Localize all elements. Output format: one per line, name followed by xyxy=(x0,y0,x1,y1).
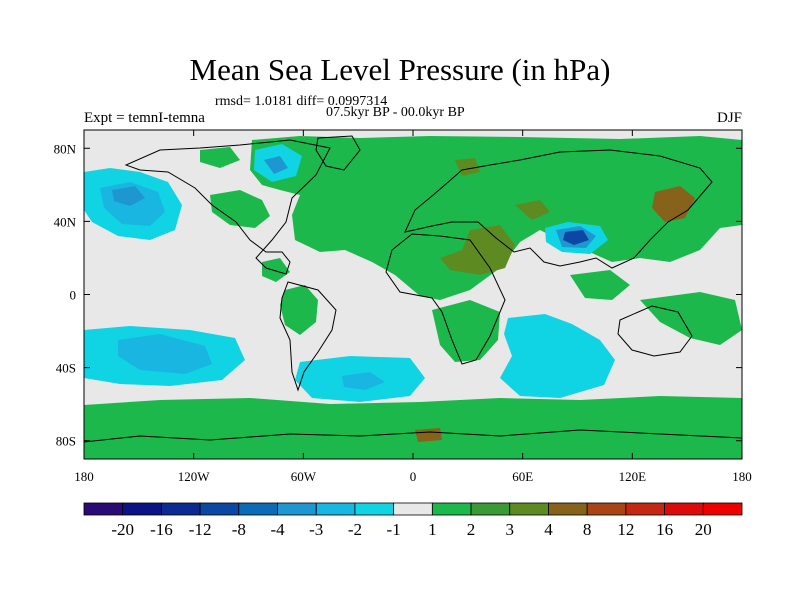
scandinavia-high-core xyxy=(455,158,480,176)
north-america-high-region xyxy=(210,190,270,228)
x-tick-label: 120E xyxy=(619,469,647,484)
colorbar-label: -20 xyxy=(111,520,134,539)
pacific-west-high-region xyxy=(640,292,742,345)
y-tick-label: 0 xyxy=(70,288,77,303)
south-pacific-low-core xyxy=(118,334,212,374)
colorbar-swatch xyxy=(702,502,743,516)
antarctic-high-core xyxy=(415,428,442,442)
colorbar-swatch xyxy=(509,502,549,516)
central-asia-high-core xyxy=(515,200,550,220)
colorbar-swatch xyxy=(470,502,511,516)
colorbar-swatch xyxy=(199,502,240,516)
south-atlantic-low-core xyxy=(342,372,385,390)
field-shading xyxy=(84,136,742,459)
colorbar-swatch xyxy=(625,502,665,516)
ne-pacific-low-core xyxy=(112,186,145,206)
colorbar-label: -3 xyxy=(309,520,323,539)
south-america-high-region xyxy=(280,285,318,335)
coast-africa xyxy=(385,233,506,365)
colorbar-swatch xyxy=(122,502,162,516)
colorbar-swatch xyxy=(238,502,278,516)
coastlines xyxy=(84,135,742,443)
colorbar-label: -8 xyxy=(232,520,246,539)
coast-antarctica xyxy=(84,429,742,443)
africa-south-high-region xyxy=(432,300,500,362)
coast-eurasia xyxy=(404,149,713,269)
colorbar-swatch xyxy=(277,502,317,516)
colorbar-label: 8 xyxy=(583,520,592,539)
experiment-label: Expt = temnI-temna xyxy=(84,110,205,126)
y-tick-label: 80S xyxy=(56,434,76,449)
hudson-bay-low-core xyxy=(264,156,288,174)
colorbar-label: -16 xyxy=(150,520,173,539)
colorbar-swatch xyxy=(354,502,395,516)
tibet-low-core xyxy=(563,230,589,245)
alaska-high-region xyxy=(200,147,240,168)
colorbar-label: 1 xyxy=(428,520,437,539)
central-america-high-region xyxy=(262,258,290,282)
x-tick-label: 60W xyxy=(291,469,317,484)
x-tick-label: 120W xyxy=(178,469,211,484)
indian-ocean-low-region xyxy=(500,314,615,398)
stats-line: rmsd= 1.0181 diff= 0.0997314 xyxy=(215,94,388,109)
colorbar-swatch xyxy=(315,502,356,516)
coast-south-america xyxy=(279,281,337,392)
y-tick-label: 40S xyxy=(56,361,76,376)
y-tick-label: 80N xyxy=(54,141,77,156)
x-tick-label: 180 xyxy=(74,469,94,484)
chart-title: Mean Sea Level Pressure (in hPa) xyxy=(189,52,611,87)
colorbar-swatch xyxy=(431,502,472,516)
x-tick-label: 60E xyxy=(512,469,533,484)
colorbar-label: 2 xyxy=(467,520,476,539)
colorbar-label: 4 xyxy=(544,520,553,539)
y-tick-label: 40N xyxy=(54,214,77,229)
colorbar-swatch xyxy=(161,502,201,516)
colorbar-swatch xyxy=(393,502,433,516)
indonesia-high-region xyxy=(570,270,630,300)
colorbar-swatch xyxy=(664,502,704,516)
season-label: DJF xyxy=(716,110,742,126)
colorbar-label: 12 xyxy=(617,520,634,539)
period-line: 07.5kyr BP - 00.0kyr BP xyxy=(326,105,465,120)
colorbar-label: -2 xyxy=(348,520,362,539)
colorbar-label: 20 xyxy=(695,520,712,539)
antarctic-high-region xyxy=(84,396,742,459)
colorbar-swatch xyxy=(83,502,124,516)
coast-north-america xyxy=(124,139,331,275)
colorbar-swatch xyxy=(586,502,627,516)
x-tick-label: 180 xyxy=(732,469,752,484)
coast-australia xyxy=(617,305,693,357)
colorbar-label: 16 xyxy=(656,520,673,539)
colorbar-label: 3 xyxy=(506,520,515,539)
colorbar-swatch xyxy=(548,502,588,516)
x-tick-label: 0 xyxy=(410,469,417,484)
northeast-siberia-high-core xyxy=(652,186,695,222)
colorbar-label: -1 xyxy=(387,520,401,539)
coast-greenland xyxy=(315,135,361,171)
colorbar-label: -12 xyxy=(189,520,212,539)
colorbar-label: -4 xyxy=(270,520,285,539)
eurasia-high-region xyxy=(250,136,742,300)
